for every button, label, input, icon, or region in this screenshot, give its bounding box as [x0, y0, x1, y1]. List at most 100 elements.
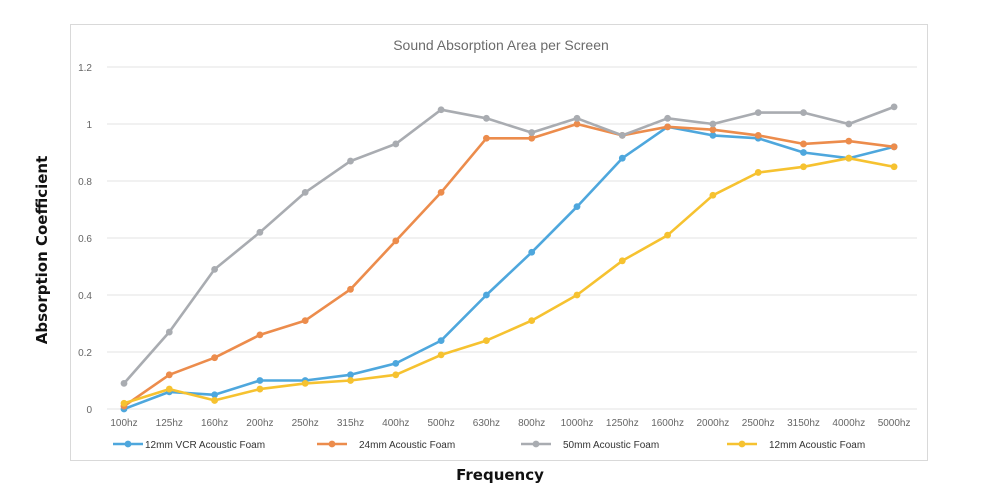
data-point	[664, 123, 671, 131]
series-1	[120, 123, 898, 413]
data-point	[845, 137, 853, 145]
data-point	[528, 248, 536, 256]
legend-item: 12mm Acoustic Foam	[727, 440, 865, 451]
data-point	[845, 154, 853, 162]
x-tick-label: 160hz	[201, 418, 228, 429]
data-point	[256, 377, 264, 384]
legend-marker	[532, 440, 540, 448]
data-point	[483, 337, 490, 344]
x-tick-label: 2500hz	[742, 418, 775, 429]
data-point	[347, 371, 354, 379]
data-point	[754, 169, 762, 176]
data-point	[709, 191, 717, 199]
data-point	[800, 149, 807, 156]
data-point	[437, 106, 445, 114]
y-tick-label: 1	[86, 120, 92, 131]
data-point	[347, 157, 354, 165]
data-point	[890, 163, 898, 171]
x-tick-label: 100hz	[110, 418, 137, 429]
x-tick-label: 200hz	[246, 418, 273, 429]
y-tick-label: 0	[86, 405, 92, 416]
legend-item: 50mm Acoustic Foam	[521, 440, 659, 451]
data-point	[392, 360, 400, 367]
legend-item: 12mm VCR Acoustic Foam	[113, 440, 265, 451]
y-tick-label: 1.2	[78, 63, 92, 74]
data-point	[483, 114, 490, 122]
data-point	[618, 132, 626, 139]
x-tick-label: 1250hz	[606, 418, 639, 429]
x-tick-label: 5000hz	[878, 418, 911, 429]
data-point	[890, 103, 898, 111]
legend-label: 50mm Acoustic Foam	[563, 440, 659, 451]
legend-marker	[124, 440, 132, 448]
x-tick-label: 4000hz	[832, 418, 865, 429]
data-point	[664, 114, 671, 122]
y-tick-label: 0.4	[78, 291, 92, 302]
data-point	[528, 317, 536, 325]
data-point	[709, 126, 717, 134]
data-point	[754, 109, 762, 116]
chart-frame: Sound Absorption Area per Screen 0 0.2 0.4…	[70, 24, 928, 461]
legend-label: 12mm VCR Acoustic Foam	[145, 440, 265, 451]
data-point	[528, 129, 536, 136]
data-point	[256, 385, 264, 393]
data-point	[301, 317, 309, 325]
data-point	[800, 109, 807, 116]
data-point	[709, 120, 717, 128]
x-tick-label: 125hz	[156, 418, 183, 429]
legend-label: 24mm Acoustic Foam	[359, 440, 455, 451]
data-point	[211, 354, 219, 362]
data-point	[256, 228, 264, 236]
x-tick-label: 3150hz	[787, 418, 820, 429]
series-line	[122, 105, 896, 385]
data-point	[573, 291, 581, 299]
data-point	[573, 203, 581, 211]
data-point	[483, 134, 490, 142]
data-point	[618, 257, 626, 265]
x-tick-label: 400hz	[382, 418, 409, 429]
data-point	[528, 134, 536, 142]
data-point	[890, 143, 898, 151]
data-point	[120, 379, 128, 387]
series-3	[120, 103, 898, 387]
data-point	[211, 265, 219, 273]
data-point	[211, 397, 219, 404]
y-tick-label: 0.6	[78, 234, 92, 245]
data-point	[347, 377, 354, 384]
y-axis-label: Absorption Coefficient	[33, 155, 51, 345]
x-tick-label: 315hz	[337, 418, 364, 429]
data-point	[347, 285, 354, 293]
data-point	[392, 237, 400, 245]
data-point	[573, 114, 581, 122]
data-point	[754, 132, 762, 139]
data-point	[301, 189, 309, 196]
legend-marker	[738, 440, 746, 448]
x-tick-label: 800hz	[518, 418, 545, 429]
x-tick-label: 500hz	[427, 418, 454, 429]
series-line	[122, 122, 896, 408]
data-point	[618, 154, 626, 162]
legend-marker	[328, 440, 336, 448]
data-point	[573, 120, 581, 128]
data-point	[301, 379, 309, 387]
legend-item: 24mm Acoustic Foam	[317, 440, 455, 451]
series-line	[122, 125, 896, 411]
data-point	[211, 391, 219, 399]
series-4	[120, 154, 898, 407]
data-point	[437, 351, 445, 359]
data-point	[256, 331, 264, 339]
x-tick-label: 250hz	[292, 418, 319, 429]
x-tick-label: 2000hz	[696, 418, 729, 429]
y-tick-label: 0.2	[78, 348, 92, 359]
y-tick-label: 0.8	[78, 177, 92, 188]
x-axis-label: Frequency	[456, 466, 544, 484]
data-point	[709, 132, 717, 139]
data-point	[165, 385, 173, 393]
legend-label: 12mm Acoustic Foam	[769, 440, 865, 451]
line-chart: Sound Absorption Area per Screen 0 0.2 0.4…	[78, 37, 917, 451]
series-line	[122, 156, 896, 405]
data-point	[800, 163, 807, 171]
data-point	[120, 399, 128, 407]
series-2	[120, 120, 898, 410]
x-tick-label: 1000hz	[561, 418, 594, 429]
